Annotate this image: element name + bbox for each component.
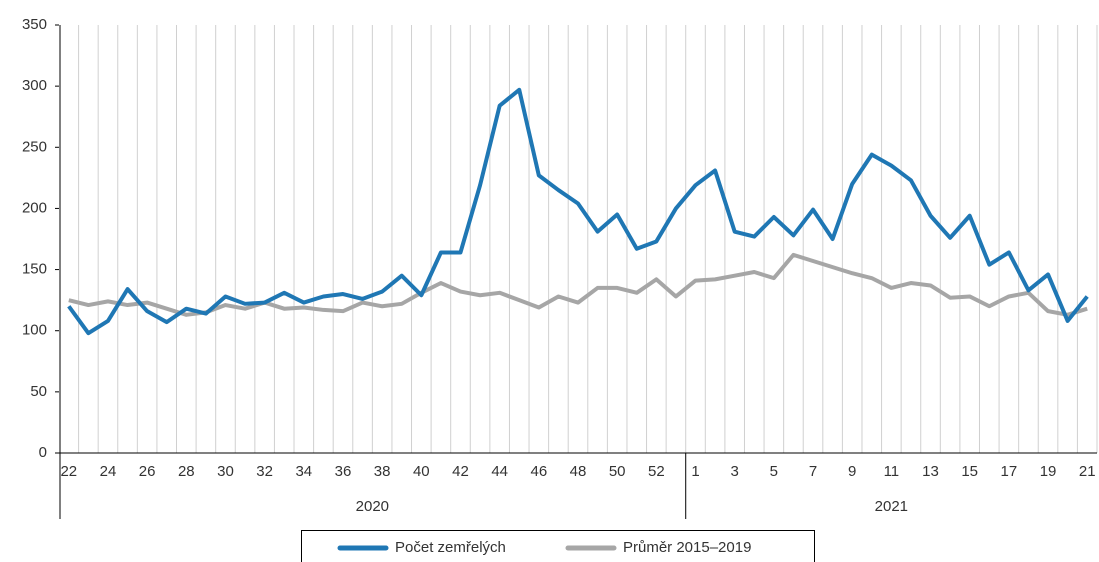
x-tick-label: 1 [691,463,699,480]
x-tick-label: 38 [374,463,391,480]
y-tick-label: 0 [39,444,47,461]
x-tick-label: 22 [60,463,77,480]
x-tick-label: 28 [178,463,195,480]
x-tick-label: 21 [1079,463,1096,480]
y-tick-label: 250 [22,138,47,155]
x-tick-label: 5 [770,463,778,480]
x-tick-label: 36 [335,463,352,480]
y-tick-label: 150 [22,261,47,278]
x-tick-label: 48 [570,463,587,480]
x-tick-label: 19 [1040,463,1057,480]
x-tick-label: 46 [530,463,547,480]
x-tick-label: 40 [413,463,430,480]
x-tick-label: 30 [217,463,234,480]
y-tick-label: 300 [22,77,47,94]
legend-label: Počet zemřelých [395,539,506,556]
x-tick-label: 50 [609,463,626,480]
y-tick-label: 350 [22,16,47,33]
y-tick-label: 200 [22,199,47,216]
x-tick-label: 34 [295,463,312,480]
group-label: 2020 [356,498,389,515]
x-tick-label: 13 [922,463,939,480]
x-tick-label: 26 [139,463,156,480]
legend-label: Průměr 2015–2019 [623,539,751,556]
x-tick-label: 24 [100,463,117,480]
x-tick-label: 15 [961,463,978,480]
x-tick-label: 17 [1001,463,1018,480]
series-line [67,87,1089,336]
x-tick-label: 32 [256,463,273,480]
x-tick-label: 3 [731,463,739,480]
series-line [68,252,1088,317]
y-tick-label: 100 [22,322,47,339]
x-tick-label: 52 [648,463,665,480]
group-label: 2021 [875,498,908,515]
x-tick-label: 42 [452,463,469,480]
y-tick-label: 50 [30,383,47,400]
x-tick-label: 9 [848,463,856,480]
x-tick-label: 7 [809,463,817,480]
x-tick-label: 44 [491,463,508,480]
x-tick-label: 11 [884,463,900,480]
